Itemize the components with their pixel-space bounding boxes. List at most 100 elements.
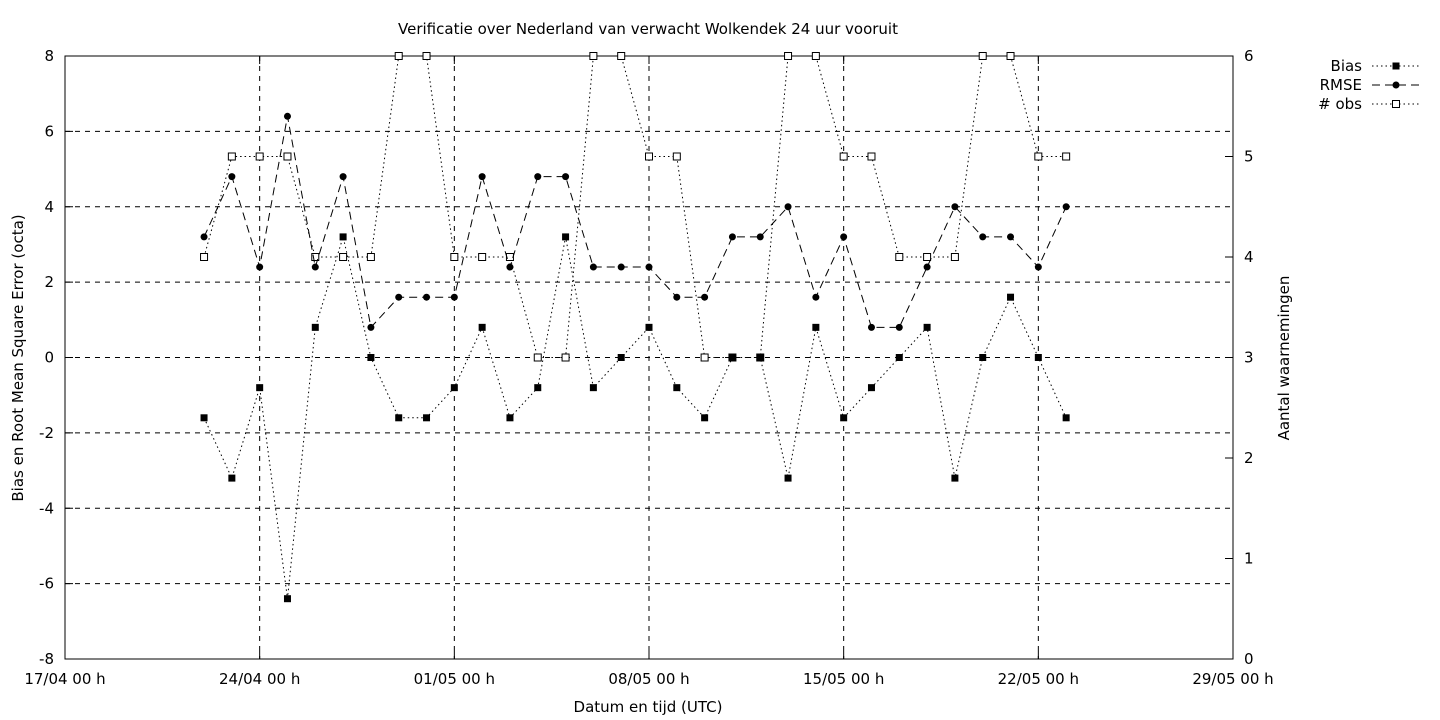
data-point — [756, 354, 764, 361]
data-point — [1062, 152, 1071, 161]
data-point — [617, 354, 625, 361]
y2-tick-label: 4 — [1244, 248, 1254, 266]
data-point — [339, 173, 347, 181]
data-point — [867, 384, 875, 392]
y-tick-label: -2 — [39, 424, 54, 442]
data-point — [256, 384, 264, 392]
data-point — [394, 52, 403, 60]
x-tick-label: 01/05 00 h — [414, 670, 495, 688]
y2-axis-label: Aantal waarnemingen — [1275, 276, 1293, 441]
y2-tick-label: 5 — [1244, 148, 1254, 166]
data-point — [1007, 293, 1015, 301]
data-point — [1062, 203, 1070, 211]
x-tick-label: 08/05 00 h — [608, 670, 689, 688]
y2-tick-label: 2 — [1244, 449, 1254, 467]
data-point — [979, 354, 987, 361]
data-point — [562, 233, 570, 241]
data-point — [478, 253, 487, 261]
data-point — [255, 152, 264, 161]
data-point — [256, 263, 264, 271]
data-point — [450, 293, 458, 301]
data-point — [839, 152, 848, 161]
data-point — [311, 263, 319, 271]
x-tick-label: 24/04 00 h — [219, 670, 300, 688]
data-point — [867, 152, 876, 161]
data-point — [812, 323, 820, 331]
data-point — [311, 323, 319, 331]
series-1 — [200, 112, 1070, 331]
data-point — [728, 354, 736, 361]
data-point — [978, 52, 987, 60]
data-point — [1006, 52, 1015, 60]
data-point — [534, 173, 542, 181]
data-point — [450, 384, 458, 392]
chart-title: Verificatie over Nederland van verwacht … — [398, 20, 898, 38]
y-axis-label: Bias en Root Mean Square Error (octa) — [9, 214, 27, 501]
data-point — [617, 52, 626, 60]
legend-label: RMSE — [1320, 76, 1362, 94]
data-point — [645, 263, 653, 271]
data-point — [450, 253, 459, 261]
data-point — [367, 354, 375, 361]
data-point — [979, 233, 987, 241]
data-point — [728, 233, 736, 241]
data-point — [784, 203, 792, 211]
data-point — [283, 112, 291, 120]
y-tick-label: 8 — [44, 47, 54, 65]
x-tick-label: 17/04 00 h — [24, 670, 105, 688]
data-point — [589, 384, 597, 392]
series-line — [203, 234, 1067, 599]
data-point — [311, 253, 320, 261]
grid — [65, 56, 1233, 659]
y2-tick-label: 0 — [1244, 650, 1254, 668]
data-point — [840, 414, 848, 422]
data-point — [645, 152, 653, 161]
data-point — [506, 263, 514, 271]
series-2 — [200, 52, 1071, 362]
data-point — [478, 173, 486, 181]
series-line — [203, 55, 1067, 358]
legend-marker — [1392, 62, 1400, 70]
data-point — [1034, 354, 1042, 361]
data-point — [589, 52, 598, 60]
data-point — [395, 293, 403, 301]
data-point — [951, 474, 959, 482]
data-point — [701, 414, 709, 422]
data-point — [812, 293, 820, 301]
data-point — [617, 263, 625, 271]
data-point — [895, 354, 903, 361]
legend-label: # obs — [1318, 95, 1362, 113]
data-point — [923, 323, 931, 331]
data-point — [589, 263, 597, 271]
data-point — [562, 173, 570, 181]
data-point — [673, 384, 681, 392]
data-point — [339, 253, 348, 261]
y2-tick-label: 6 — [1244, 47, 1254, 65]
data-point — [1034, 263, 1042, 271]
data-point — [478, 323, 486, 331]
series — [200, 52, 1071, 603]
data-point — [228, 474, 236, 482]
data-point — [645, 323, 653, 331]
data-point — [200, 233, 208, 241]
data-point — [228, 173, 236, 181]
data-point — [505, 253, 514, 261]
data-point — [395, 414, 403, 422]
data-point — [534, 384, 542, 392]
data-point — [533, 353, 542, 362]
data-point — [422, 52, 431, 60]
data-point — [1034, 152, 1043, 161]
data-point — [561, 353, 570, 362]
y2-tick-label: 3 — [1244, 349, 1254, 367]
series-0 — [200, 233, 1070, 603]
data-point — [923, 263, 931, 271]
data-point — [200, 253, 209, 261]
y-tick-label: -6 — [39, 575, 54, 593]
x-tick-label: 22/05 00 h — [998, 670, 1079, 688]
legend-marker — [1392, 100, 1400, 108]
data-point — [923, 253, 932, 261]
data-point — [339, 233, 347, 241]
data-point — [867, 323, 875, 331]
data-point — [951, 203, 959, 211]
